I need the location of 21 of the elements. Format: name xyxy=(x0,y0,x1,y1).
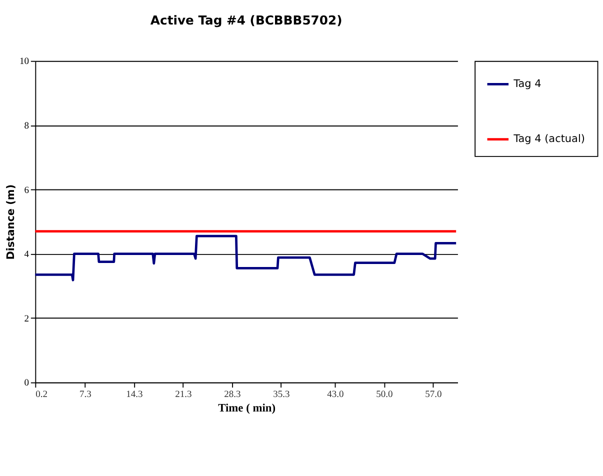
y-tick-label: 10 xyxy=(20,57,30,68)
x-tick-label: 35.3 xyxy=(273,390,290,400)
y-tick-label: 4 xyxy=(24,250,30,260)
chart-title: Active Tag #4 (BCBBB5702) xyxy=(150,14,342,28)
x-tick-label: 28.3 xyxy=(224,390,242,400)
y-axis-title: Distance (m) xyxy=(4,184,17,260)
legend-label: Tag 4 (actual) xyxy=(512,133,585,146)
y-tick-label: 0 xyxy=(24,378,30,389)
x-axis-title: Time ( min) xyxy=(218,402,276,414)
y-tick-label: 6 xyxy=(24,186,30,196)
line-series xyxy=(34,234,458,282)
y-tick-label: 2 xyxy=(24,314,30,324)
x-tick-label: 14.3 xyxy=(126,390,143,400)
x-tick-label: 50.0 xyxy=(376,390,393,400)
x-tick-label: 43.0 xyxy=(327,390,344,400)
y-tick-label: 8 xyxy=(24,121,30,132)
x-tick-label: 21.3 xyxy=(175,390,192,400)
legend-label: Tag 4 xyxy=(512,78,542,90)
x-tick-label: 0.2 xyxy=(36,390,48,400)
x-tick-label: 57.0 xyxy=(425,390,442,400)
x-tick-label: 7.3 xyxy=(79,390,92,400)
